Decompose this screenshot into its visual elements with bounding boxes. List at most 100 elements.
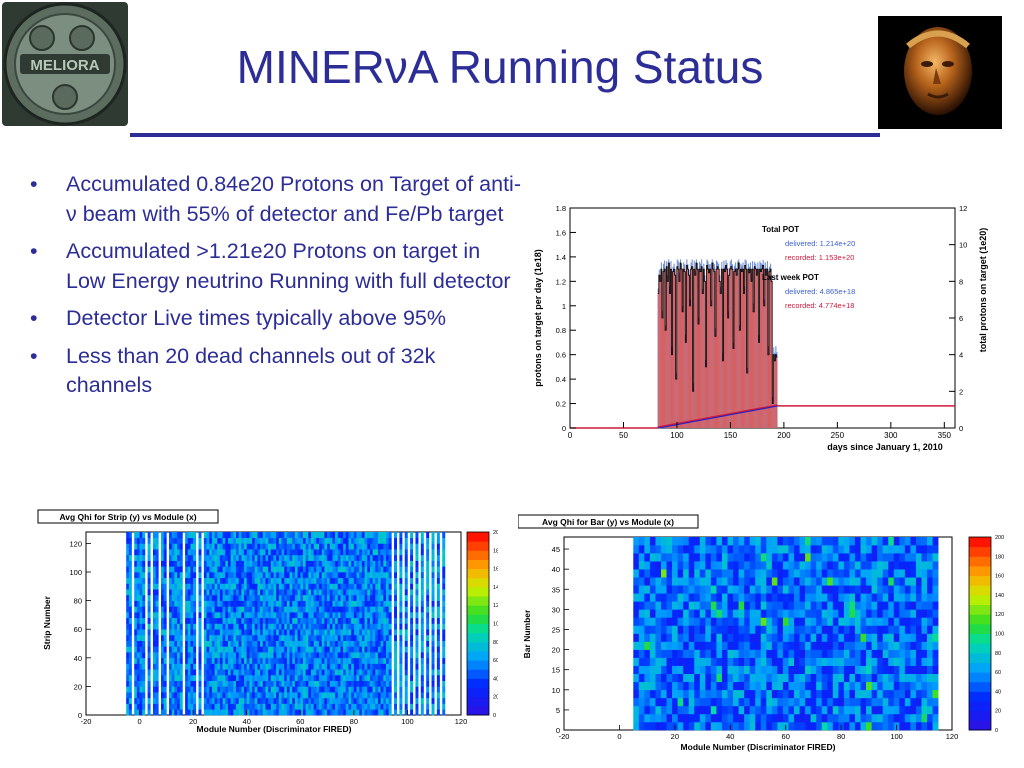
pot-y-tick-label: 1.6 <box>556 228 566 237</box>
bar-heatmap-cell <box>638 553 645 562</box>
bar-heatmap-cell <box>882 609 889 618</box>
strip-heatmap-cell <box>260 680 264 687</box>
bar-heatmap-cell <box>821 625 828 634</box>
strip-heatmap-cell <box>292 537 296 544</box>
slide-title: MINERνA Running Status <box>236 41 764 93</box>
bar-heatmap-cell <box>644 649 651 658</box>
strip-heatmap-cell <box>294 674 298 681</box>
strip-heatmap-cell <box>436 652 440 659</box>
strip-heatmap-cell <box>377 634 381 641</box>
strip-heatmap-cell <box>319 589 323 596</box>
strip-heatmap-cell <box>311 589 314 596</box>
pot-recorded-bar <box>727 318 729 428</box>
bar-heatmap-cell <box>927 641 933 650</box>
pot-recorded-bar <box>714 336 716 428</box>
bar-heatmap-cell <box>655 537 662 546</box>
bar-heatmap-cell <box>860 609 867 618</box>
bar-heatmap-cell <box>877 673 884 683</box>
bar-heatmap-cell <box>777 553 784 562</box>
strip-heatmap-cell <box>268 572 272 579</box>
strip-heatmap-cell <box>415 594 419 601</box>
bar-heatmap-cell <box>843 617 850 626</box>
pot-x-tick-label: 200 <box>777 431 791 440</box>
strip-heatmap-cell <box>329 549 333 556</box>
strip-heatmap-cell <box>289 617 293 624</box>
strip-heatmap-cell <box>324 583 328 590</box>
strip-heatmap-cell <box>265 554 269 561</box>
bar-heatmap-cell <box>932 537 939 546</box>
strip-heatmap-cell <box>134 652 138 659</box>
strip-heatmap-cell <box>410 709 414 716</box>
strip-heatmap-cell <box>388 560 392 567</box>
bar-heatmap-cell <box>694 657 701 666</box>
strip-heatmap-cell <box>351 594 355 601</box>
strip-heatmap-cell <box>136 697 140 704</box>
strip-heatmap-cell <box>161 532 164 539</box>
strip-heatmap-color-scale-label: 140 <box>493 585 498 591</box>
bar-heatmap-cell <box>760 713 767 723</box>
strip-heatmap-cell <box>388 617 392 624</box>
strip-heatmap-cell <box>270 703 274 710</box>
bar-heatmap-cell <box>871 609 878 618</box>
bar-heatmap-cell <box>805 561 811 570</box>
strip-heatmap-cell <box>273 663 277 670</box>
strip-heatmap-cell <box>442 634 446 641</box>
strip-heatmap-cell <box>311 532 314 539</box>
strip-heatmap-cell <box>311 640 314 647</box>
strip-heatmap-cell <box>335 549 339 556</box>
strip-heatmap-cell <box>169 634 173 641</box>
strip-heatmap-cell <box>369 612 373 619</box>
strip-heatmap-cell <box>128 594 132 601</box>
bar-heatmap-cell <box>888 673 895 683</box>
strip-heatmap-cell <box>238 554 242 561</box>
bar-heatmap-cell <box>655 721 662 731</box>
strip-heatmap-cell <box>332 634 336 641</box>
bar-heatmap-cell <box>816 689 823 699</box>
strip-heatmap-cell <box>294 594 298 601</box>
strip-heatmap-cell <box>289 657 293 664</box>
strip-heatmap-cell <box>356 606 360 613</box>
bar-heatmap-cell <box>744 545 750 554</box>
strip-heatmap-cell <box>337 577 341 584</box>
bar-heatmap-cell <box>921 641 928 650</box>
strip-heatmap-cell <box>297 692 301 699</box>
strip-heatmap-cell <box>230 686 234 693</box>
strip-heatmap-cell <box>361 606 365 613</box>
strip-heatmap-cell <box>286 709 290 716</box>
bar-heatmap-cell <box>932 609 939 618</box>
strip-heatmap-cell <box>219 640 223 647</box>
bar-heatmap-cell <box>904 665 911 675</box>
strip-heatmap-cell <box>335 554 339 561</box>
strip-heatmap-cell <box>361 623 365 630</box>
strip-heatmap-cell <box>169 554 173 561</box>
strip-heatmap-cell <box>222 623 226 630</box>
strip-heatmap-cell <box>238 629 242 636</box>
strip-heatmap-cell <box>227 537 231 544</box>
strip-heatmap-cell <box>268 583 272 590</box>
bar-heatmap-cell <box>843 601 850 610</box>
strip-heatmap-cell <box>193 617 197 624</box>
strip-heatmap-cell <box>203 617 207 624</box>
strip-heatmap-cell <box>206 703 210 710</box>
bar-heatmap-cell <box>904 633 911 642</box>
strip-heatmap-cell <box>372 600 376 607</box>
strip-heatmap-cell <box>297 629 301 636</box>
strip-heatmap-cell <box>327 532 331 539</box>
strip-heatmap-cell <box>319 554 323 561</box>
strip-heatmap-cell <box>319 680 323 687</box>
strip-heatmap-cell <box>442 692 446 699</box>
bar-heatmap-cell <box>871 721 878 731</box>
strip-heatmap-cell <box>177 606 181 613</box>
bar-heatmap-cell <box>855 641 861 650</box>
strip-heatmap-cell <box>431 697 435 704</box>
bar-heatmap-cell <box>843 705 850 715</box>
bar-heatmap-cell <box>633 625 640 634</box>
strip-heatmap-cell <box>246 652 250 659</box>
strip-heatmap-cell <box>351 532 355 539</box>
strip-heatmap-cell <box>147 623 151 630</box>
strip-heatmap-cell <box>203 686 207 693</box>
strip-heatmap-cell <box>380 663 384 670</box>
strip-heatmap-cell <box>254 583 258 590</box>
bar-heatmap-cell <box>827 625 834 634</box>
strip-heatmap-cell <box>388 686 392 693</box>
